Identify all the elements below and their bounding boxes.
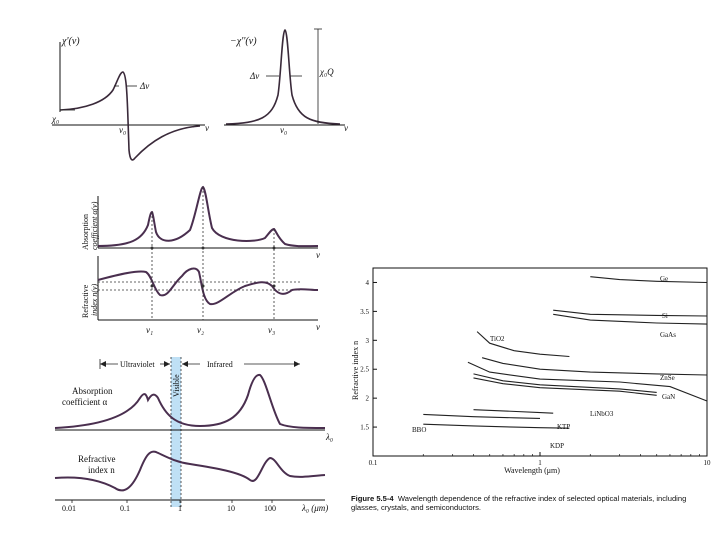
wavelength-xlabel-top: λ₀ (325, 432, 333, 442)
chart-ylabel: Refractive index n (351, 341, 360, 400)
series-znse (481, 357, 708, 376)
right-center-label: ν₀ (280, 125, 287, 135)
resonance-tick-1: ν₁ (146, 325, 153, 335)
series-bbo (423, 413, 541, 419)
wavelength-plot: Visible Ultraviolet Infrared Absorption … (54, 357, 333, 513)
wl-tick-1: 0.1 (120, 504, 130, 513)
wl-tick-4: 100 (264, 504, 276, 513)
susceptibility-left-plot: χ'(ν) χ₀ Δν ν₀ ν (51, 36, 209, 161)
label-ge: Ge (660, 275, 668, 283)
chart-x-tick-label: 10 (704, 459, 712, 467)
infrared-label: Infrared (207, 360, 233, 369)
refractive-index-chart: 0.1 1 10 1.5 2 2.5 3 3.5 4 Ge Si GaAs TiO2 ZnSe GaN Li… (351, 267, 712, 475)
right-xlabel: ν (344, 123, 348, 133)
resonance-tick-3: ν₃ (268, 325, 275, 335)
visible-label: Visible (172, 374, 181, 397)
susceptibility-right-plot: −χ''(ν) Δν χ₀Q ν₀ ν (224, 28, 348, 135)
series-ge (590, 276, 708, 284)
wl-tick-0: 0.01 (62, 504, 76, 513)
label-ktp: KTP (557, 423, 570, 431)
label-znse: ZnSe (660, 374, 675, 382)
chart-x-tick-label: 0.1 (369, 459, 378, 467)
label-gan: GaN (662, 393, 675, 401)
resonance-tick-2: ν₂ (197, 325, 204, 335)
chart-y-tick-label: 4 (366, 279, 370, 287)
chart-y-tick-label: 1.5 (360, 424, 369, 432)
right-ylabel: −χ''(ν) (230, 36, 257, 47)
left-xlabel: ν (205, 123, 209, 133)
visible-band (171, 357, 181, 507)
series-linbo3-o (473, 373, 657, 393)
series-gaas (553, 313, 708, 325)
right-width-label: Δν (249, 71, 259, 81)
wavelength-xlabel-bottom: λ₀ (μm) (301, 503, 328, 513)
ref-label-line2: index n (88, 465, 115, 475)
series-tio2 (476, 331, 570, 358)
right-peak-label: χ₀Q (319, 67, 334, 77)
label-kdp: KDP (550, 442, 564, 450)
ref-ylabel-line1: Refractive (81, 284, 90, 318)
abs-ylabel-line2: coefficient α(ν) (90, 201, 99, 250)
chart-xlabel: Wavelength (μm) (504, 466, 560, 475)
label-si: Si (662, 312, 668, 320)
chart-y-tick-label: 3.5 (360, 308, 369, 316)
ref-ylabel-line2: index n(ν) (90, 283, 99, 316)
left-width-label: Δν (139, 81, 149, 91)
series-ktp (473, 409, 554, 414)
chart-y-tick-label: 2 (366, 395, 370, 403)
ref-label-line1: Refractive (78, 454, 115, 464)
figure-caption: Figure 5.5-4 Wavelength dependence of th… (351, 494, 713, 512)
abs-ylabel-line1: Absorption (81, 214, 90, 250)
label-bbo: BBO (412, 426, 426, 434)
resonance-xlabel-bottom: ν (316, 322, 320, 332)
series-linbo3-e (473, 377, 657, 396)
chart-x-tick-label: 1 (538, 459, 542, 467)
chart-y-tick-label: 2.5 (360, 366, 369, 374)
abs-label-line2: coefficient α (62, 397, 108, 407)
left-offset-label: χ₀ (51, 114, 59, 124)
series-gan (467, 361, 708, 402)
resonance-plot: ν Absorption coefficient α(ν) ν Refracti… (81, 185, 320, 335)
left-center-label: ν₀ (119, 125, 126, 135)
series-si (553, 309, 708, 317)
wl-tick-2: 1 (178, 504, 182, 513)
label-linbo3: LiNbO3 (590, 410, 614, 418)
ultraviolet-label: Ultraviolet (120, 360, 155, 369)
resonance-xlabel-top: ν (316, 250, 320, 260)
series-kdp (423, 423, 570, 429)
chart-y-tick-label: 3 (366, 337, 370, 345)
label-gaas: GaAs (660, 331, 676, 339)
wl-tick-3: 10 (227, 504, 235, 513)
caption-text: Wavelength dependence of the refractive … (351, 494, 687, 512)
caption-figure-label: Figure 5.5-4 (351, 494, 394, 503)
abs-label-line1: Absorption (72, 386, 113, 396)
label-tio2: TiO2 (490, 335, 505, 343)
left-ylabel: χ'(ν) (61, 36, 80, 47)
